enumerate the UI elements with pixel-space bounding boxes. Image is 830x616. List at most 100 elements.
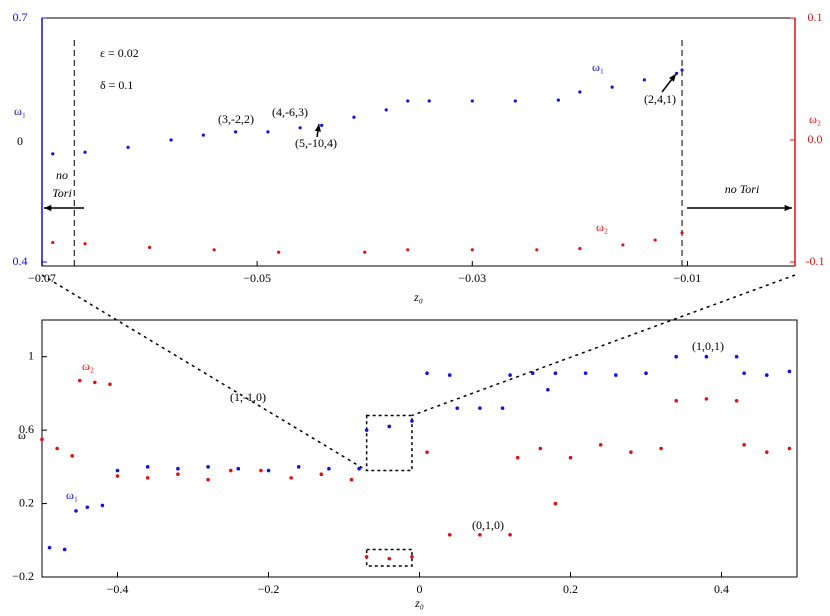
data-point: [352, 115, 356, 119]
data-point: [621, 243, 625, 247]
data-point: [259, 468, 263, 473]
data-point: [680, 68, 684, 72]
data-point: [680, 231, 684, 235]
data-point: [742, 371, 746, 376]
data-point: [115, 474, 120, 478]
data-point: [787, 446, 792, 451]
data-point: [478, 532, 482, 537]
y2-tick-label: 0.1: [808, 10, 823, 24]
zoom-connector: [411, 274, 796, 417]
y-tick-label: 1: [28, 348, 34, 362]
data-point: [85, 505, 90, 510]
data-point: [704, 354, 709, 359]
data-point: [100, 503, 105, 508]
data-point: [236, 466, 241, 471]
x-tick-label: 0.4: [714, 582, 729, 596]
data-point: [201, 133, 205, 137]
data-point: [578, 90, 582, 94]
data-point: [515, 455, 520, 460]
annotation: (3,-2,2): [218, 112, 254, 126]
y-tick-label: 0.6: [19, 422, 34, 436]
zoom-connector: [41, 274, 368, 472]
x-tick-label: −0.05: [243, 271, 271, 285]
x-tick-label: −0.07: [28, 271, 56, 285]
data-point: [530, 371, 535, 376]
data-point: [289, 476, 293, 480]
data-point: [126, 145, 130, 149]
data-point: [206, 465, 210, 469]
arrow-head: [784, 204, 792, 212]
data-point: [145, 465, 150, 469]
legend-label: ω₁: [592, 60, 604, 74]
y-axis-label: ω: [18, 428, 26, 442]
data-point: [644, 371, 648, 376]
data-point: [387, 424, 392, 429]
data-point: [765, 373, 769, 377]
data-point: [674, 398, 678, 403]
legend-label: ω₂: [82, 359, 94, 373]
legend-label: ω₁: [66, 488, 78, 502]
x-tick-label: −0.2: [258, 582, 280, 596]
data-point: [363, 250, 367, 254]
data-point: [500, 406, 505, 410]
data-point: [425, 371, 429, 376]
data-point: [568, 455, 573, 460]
data-point: [77, 378, 82, 383]
parameter: δ = 0.1: [100, 78, 133, 92]
data-point: [320, 123, 324, 127]
data-point: [47, 545, 52, 550]
data-point: [83, 242, 87, 246]
data-point: [742, 443, 746, 447]
data-point: [583, 371, 588, 376]
no-tori-left: Tori: [52, 186, 72, 200]
data-point: [70, 454, 74, 458]
annotation: (1,-1,0): [230, 390, 266, 404]
data-point: [470, 248, 474, 252]
data-point: [704, 397, 709, 401]
data-point: [296, 465, 301, 469]
data-point: [266, 468, 271, 473]
data-point: [513, 99, 517, 103]
data-point: [108, 382, 112, 387]
data-point: [553, 371, 558, 376]
y-tick-label: 0.2: [19, 495, 34, 509]
data-point: [145, 476, 150, 480]
legend-label: ω₂: [596, 220, 608, 234]
data-point: [734, 354, 739, 359]
y-axis-label-right: ω₂: [809, 112, 821, 126]
data-point: [674, 354, 678, 359]
x-tick-label: −0.4: [107, 582, 129, 596]
data-point: [277, 250, 281, 254]
annotation: (5,-10,4): [295, 136, 337, 150]
data-point: [447, 373, 452, 377]
y-tick-label: 0.4: [13, 254, 28, 268]
data-point: [384, 108, 388, 112]
data-point: [734, 398, 739, 403]
annotation: (1,0,1): [692, 339, 724, 353]
x-tick-label: 0.2: [563, 582, 578, 596]
x-axis-label: z₀: [413, 290, 423, 304]
data-point: [147, 245, 152, 249]
data-point: [629, 450, 633, 454]
data-point: [614, 373, 618, 377]
data-point: [176, 472, 180, 477]
data-point: [93, 380, 97, 385]
data-point: [62, 547, 67, 552]
data-point: [470, 99, 474, 103]
no-tori-left: no: [56, 168, 68, 182]
data-point: [169, 138, 173, 142]
arrow-head: [314, 124, 321, 132]
arrow-head: [44, 204, 52, 212]
data-point: [598, 443, 603, 447]
data-point: [40, 437, 44, 442]
no-tori-right: no Tori: [725, 182, 760, 196]
y2-tick-label: -0.1: [806, 254, 825, 268]
data-point: [364, 555, 369, 559]
data-point: [176, 466, 180, 471]
data-point: [74, 509, 78, 513]
data-point: [51, 152, 55, 156]
y-mid-text: 0: [17, 134, 23, 148]
y-axis-label-left: ω₁: [14, 104, 26, 118]
data-point: [765, 450, 769, 454]
